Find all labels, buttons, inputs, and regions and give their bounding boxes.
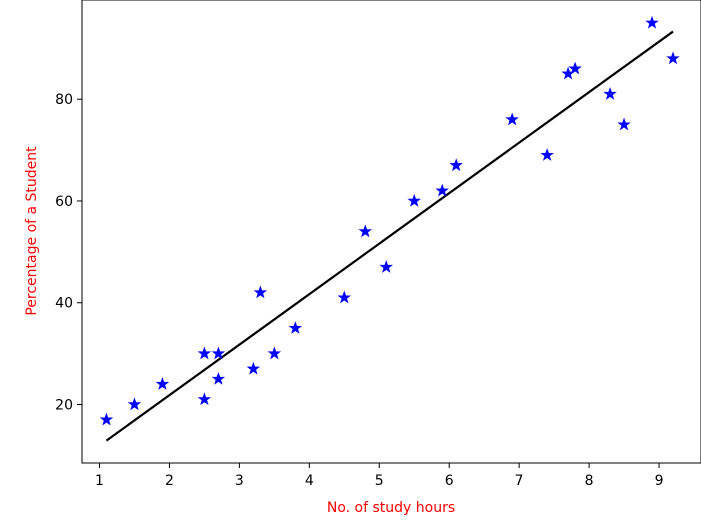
data-point-1 [379,260,394,273]
x-axis-ticks: 1 2 3 4 5 6 7 8 9 [95,463,663,489]
data-point-5 [127,397,142,411]
data-point-9 [211,371,226,385]
data-point-13 [253,285,268,299]
data-point-14 [99,412,114,426]
data-point-22 [288,321,303,334]
x-tick-label-2: 3 [235,473,244,489]
data-point-2 [246,361,261,375]
data-point-6 [666,51,680,65]
data-point-16 [197,346,212,360]
regression-line [105,30,674,442]
x-tick-label-4: 5 [375,473,384,489]
y-axis-ticks: 20 40 60 80 [55,92,82,413]
data-point-7 [407,193,421,207]
data-point-8 [603,87,617,100]
regression-layer [105,30,674,442]
x-tick-label-1: 2 [165,473,174,489]
y-tick-label-3: 80 [55,92,73,108]
x-tick-label-5: 6 [445,473,454,489]
x-tick-label-6: 7 [515,473,524,489]
data-point-15 [645,15,659,29]
plot-area [81,0,701,464]
data-point-17 [155,377,170,390]
data-point-21 [358,224,373,238]
data-point-18 [449,158,463,172]
y-tick-label-0: 20 [55,397,73,413]
data-point-20 [211,346,226,360]
y-axis-title: Percentage of a Student [24,146,40,316]
data-point-11 [435,183,449,197]
x-tick-label-7: 8 [585,473,594,489]
data-point-4 [267,346,282,360]
y-tick-label-2: 60 [55,194,73,210]
data-point-24 [568,61,582,75]
x-tick-label-0: 1 [95,473,104,489]
data-point-0 [197,392,212,406]
data-point-3 [617,117,631,131]
data-point-19 [540,148,554,161]
y-tick-label-1: 40 [55,296,73,312]
data-point-12 [337,290,352,304]
x-tick-label-3: 4 [305,473,314,489]
x-axis-title: No. of study hours [327,500,455,516]
x-tick-label-8: 9 [655,473,664,489]
points-layer [99,15,680,426]
data-point-23 [505,112,519,126]
